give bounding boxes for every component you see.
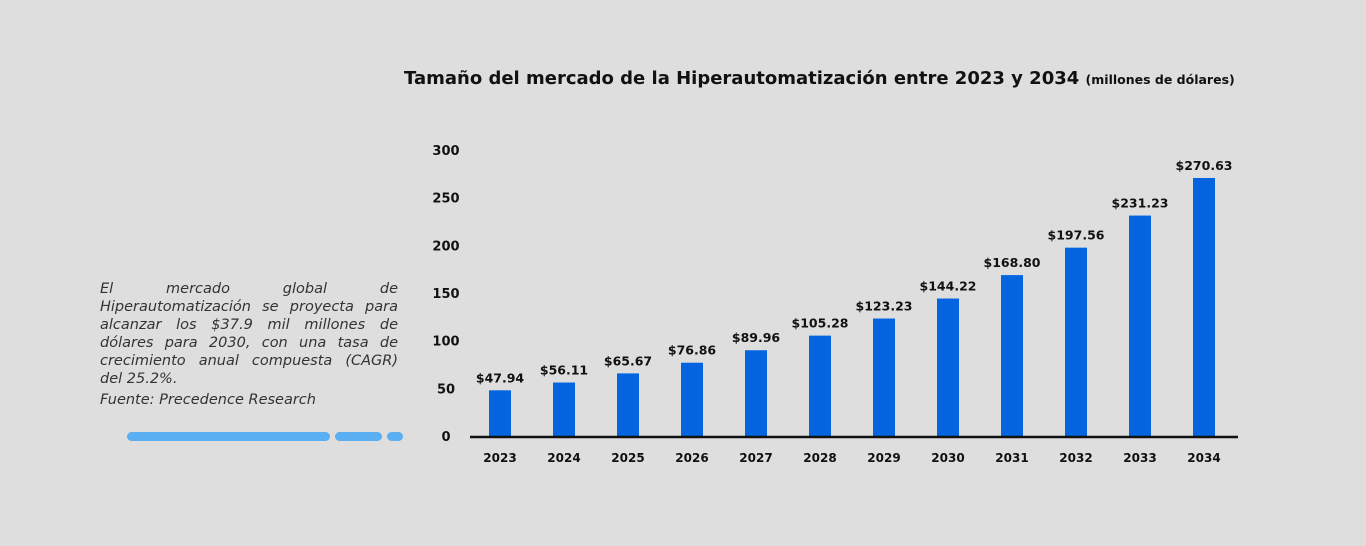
data-label: $123.23 (856, 299, 913, 314)
x-tick-label: 2032 (1059, 451, 1092, 465)
bar-2027 (745, 350, 767, 436)
x-tick-label: 2031 (995, 451, 1028, 465)
y-tick-label: 250 (432, 192, 459, 207)
y-tick-label: 300 (432, 144, 459, 159)
data-label: $105.28 (792, 316, 849, 331)
bar-2029 (873, 318, 895, 436)
y-tick-label: 200 (432, 239, 459, 254)
bar-2031 (1001, 275, 1023, 436)
data-label: $168.80 (984, 255, 1041, 270)
x-tick-label: 2033 (1123, 451, 1156, 465)
decorative-bar (387, 432, 403, 441)
bar-2032 (1065, 247, 1087, 436)
y-tick-label: 150 (432, 287, 459, 302)
x-tick-label: 2025 (611, 451, 644, 465)
y-tick-label: 100 (432, 335, 459, 350)
source-text: Fuente: Precedence Research (100, 392, 316, 408)
data-label: $144.22 (920, 279, 977, 294)
bar-2025 (617, 373, 639, 436)
data-label: $89.96 (732, 330, 781, 345)
bar-2028 (809, 335, 831, 436)
data-label: $65.67 (604, 353, 652, 368)
x-tick-label: 2034 (1187, 451, 1220, 465)
x-tick-label: 2026 (675, 451, 708, 465)
chart-title: Tamaño del mercado de la Hiperautomatiza… (404, 68, 1235, 89)
bar-2033 (1129, 215, 1151, 436)
data-label: $197.56 (1048, 228, 1105, 243)
x-tick-label: 2027 (739, 451, 772, 465)
x-tick-label: 2029 (867, 451, 900, 465)
x-tick-label: 2030 (931, 451, 964, 465)
bar-2030 (937, 298, 959, 436)
data-label: $47.94 (476, 370, 525, 385)
data-label: $76.86 (668, 343, 717, 358)
bar-2024 (553, 382, 575, 436)
x-tick-label: 2024 (547, 451, 580, 465)
decorative-bar (335, 432, 382, 441)
data-label: $231.23 (1112, 196, 1169, 211)
data-label: $270.63 (1176, 158, 1233, 173)
description-text: El mercado global de Hiperautomatización… (100, 281, 398, 387)
y-tick-label: 0 (441, 430, 450, 445)
data-label: $56.11 (540, 363, 588, 378)
bar-2026 (681, 362, 703, 436)
decorative-bar (127, 432, 330, 441)
y-tick-label: 50 (437, 382, 455, 397)
bar-2034 (1193, 177, 1215, 437)
bar-2023 (489, 390, 511, 436)
x-tick-label: 2028 (803, 451, 836, 465)
x-tick-label: 2023 (483, 451, 516, 465)
